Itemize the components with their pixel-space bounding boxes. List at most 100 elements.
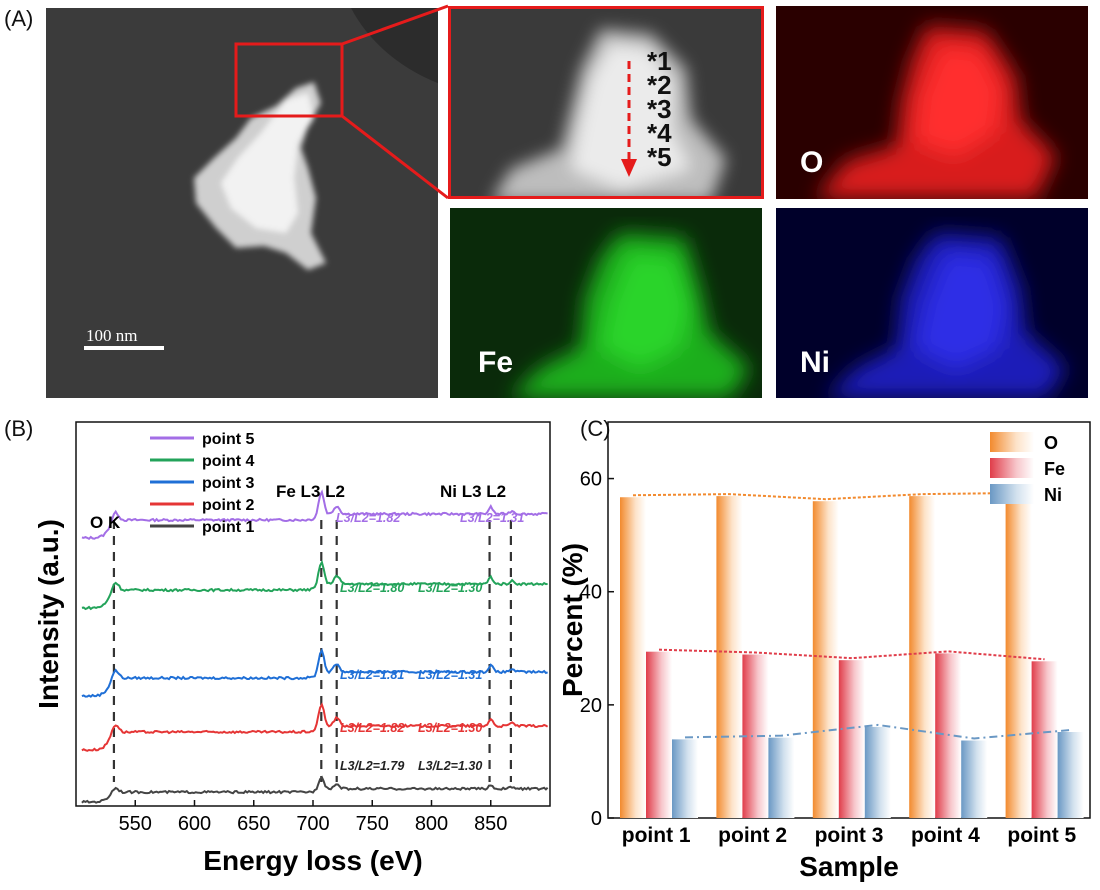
ratio-ni: L3/L2=1.31 xyxy=(460,511,524,525)
bar-x-tick-label: point 1 xyxy=(622,824,691,847)
bar-y-tick-label: 0 xyxy=(591,808,602,830)
bar-x-tick-label: point 3 xyxy=(815,824,884,847)
bar-o-3 xyxy=(812,501,839,818)
scan-point-5: *5 xyxy=(647,142,672,172)
selection-box xyxy=(234,42,344,118)
bar-o-1 xyxy=(620,497,646,818)
eels-x-tick-label: 600 xyxy=(178,813,211,835)
spectrum-point-3 xyxy=(81,648,548,698)
panel-label-c: (C) xyxy=(580,416,611,441)
ratio-fe: L3/L2=1.80 xyxy=(340,581,404,595)
zoom-connectors xyxy=(341,4,449,200)
ratio-fe: L3/L2=1.82 xyxy=(340,721,404,735)
bar-ni-4 xyxy=(961,740,988,818)
ratio-fe: L3/L2=1.79 xyxy=(340,759,404,773)
haadf-svg xyxy=(84,8,438,350)
ratio-ni: L3/L2=1.31 xyxy=(418,668,482,682)
spectrum-point-5 xyxy=(81,489,548,541)
ratio-fe: L3/L2=1.82 xyxy=(336,511,400,525)
bar-legend-swatch xyxy=(990,458,1034,478)
ratio-ni: L3/L2=1.30 xyxy=(418,759,482,773)
bar-ni-1 xyxy=(672,739,698,818)
bar-y-ticks: 0 20 40 60 xyxy=(580,469,614,830)
bar-y-tick-label: 20 xyxy=(580,695,602,717)
spectrum-point-2 xyxy=(81,702,549,752)
bar-legend-label: Fe xyxy=(1044,459,1065,479)
dark-hole xyxy=(351,8,438,84)
eels-plot-frame xyxy=(75,421,551,807)
eels-ratio-labels: L3/L2=1.82 L3/L2=1.31 L3/L2=1.80 L3/L2=1.30… xyxy=(336,511,524,773)
bar-o-4 xyxy=(909,496,936,818)
bar-fe-3 xyxy=(838,660,865,818)
eels-x-tick-label: 650 xyxy=(237,813,270,835)
bar-y-tick-label: 60 xyxy=(580,469,602,491)
scale-bar-label: 100 nm xyxy=(86,326,138,345)
edge-label-nickel: Ni L3 L2 xyxy=(440,482,506,501)
bar-x-tick-label: point 2 xyxy=(718,824,787,847)
eels-x-tick-label: 850 xyxy=(474,813,507,835)
panel-label-a: (A) xyxy=(4,6,34,31)
bar-legend-label: O xyxy=(1044,433,1058,453)
legend-label: point 1 xyxy=(202,519,255,536)
legend-label: point 2 xyxy=(202,497,255,514)
edge-label-oxygen: O K xyxy=(90,513,121,532)
trend-fe xyxy=(658,648,1045,661)
bar-x-axis-label: Sample xyxy=(799,851,899,882)
panel-label-b: (B) xyxy=(4,416,34,441)
eels-x-axis-label: Energy loss (eV) xyxy=(203,845,422,876)
bar-legend-swatch xyxy=(990,432,1034,452)
bar-ni-2 xyxy=(768,737,795,818)
map-oxygen: O xyxy=(776,6,1088,199)
particle xyxy=(194,82,326,270)
eels-spectra xyxy=(81,489,549,804)
bar-legend: O Fe Ni xyxy=(990,432,1065,505)
ratio-ni: L3/L2=1.30 xyxy=(418,721,482,735)
haadf-image: 100 nm xyxy=(46,8,438,398)
eels-edge-lines xyxy=(112,520,512,782)
ratio-fe: L3/L2=1.81 xyxy=(340,668,404,682)
eels-x-tick-label: 700 xyxy=(296,813,329,835)
map-iron: Fe xyxy=(450,208,762,398)
bar-x-tick-label: point 4 xyxy=(911,824,980,847)
zoom-svg xyxy=(494,29,726,196)
trend-o xyxy=(632,491,1019,501)
map-label-nickel: Ni xyxy=(800,346,830,379)
bar-fe-1 xyxy=(646,651,672,818)
bar-legend-label: Ni xyxy=(1044,485,1062,505)
bar-fe-5 xyxy=(1031,661,1058,818)
bar-legend-swatch xyxy=(990,484,1034,504)
bar-series xyxy=(620,494,1084,818)
bar-ni-3 xyxy=(864,726,891,818)
map-label-oxygen: O xyxy=(800,146,824,179)
bar-y-axis-label: Percent (%) xyxy=(560,543,588,697)
trend-ni xyxy=(684,723,1071,740)
map-nickel: Ni xyxy=(776,208,1088,398)
spectrum-point-1 xyxy=(81,775,549,804)
bar-trend-lines xyxy=(632,491,1071,740)
legend-label: point 5 xyxy=(202,431,255,448)
scan-point-2: *2 xyxy=(647,70,672,100)
arrow-head xyxy=(621,159,637,177)
bar-x-tick-label: point 5 xyxy=(1007,824,1076,847)
legend-label: point 3 xyxy=(202,475,255,492)
spectrum-point-4 xyxy=(81,559,548,611)
bar-y-tick-label: 40 xyxy=(580,582,602,604)
zoom-image: *1 *2 *3 *4 *5 xyxy=(448,6,764,199)
scan-point-1: *1 xyxy=(647,46,672,76)
eels-x-tick-label: 750 xyxy=(356,813,389,835)
eels-y-axis-label: Intensity (a.u.) xyxy=(33,519,64,709)
legend-label: point 4 xyxy=(202,453,255,470)
eels-x-ticks: 550 600 650 700 750 800 850 xyxy=(119,800,507,835)
ratio-ni: L3/L2=1.30 xyxy=(418,581,482,595)
bar-o-2 xyxy=(716,496,743,818)
eels-x-tick-label: 550 xyxy=(119,813,152,835)
edge-label-iron: Fe L3 L2 xyxy=(276,482,345,501)
bar-ni-5 xyxy=(1057,732,1084,818)
eels-legend: point 5 point 4 point 3 point 2 point 1 xyxy=(150,431,255,536)
bar-x-tick-labels: point 1 point 2 point 3 point 4 point 5 xyxy=(622,824,1077,847)
map-label-iron: Fe xyxy=(478,346,514,379)
eels-x-tick-label: 800 xyxy=(415,813,448,835)
scan-point-4: *4 xyxy=(647,118,672,148)
